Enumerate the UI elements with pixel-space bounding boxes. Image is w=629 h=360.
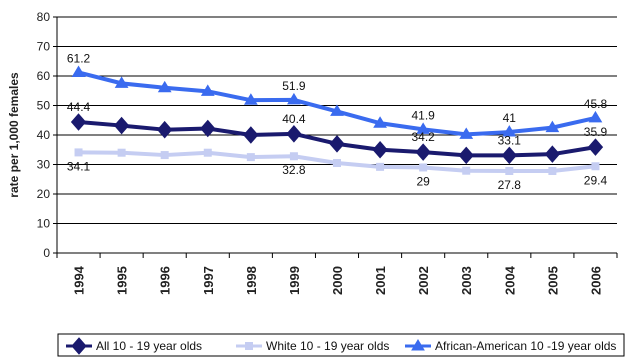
data-point <box>243 93 258 105</box>
series-layer <box>70 65 604 175</box>
data-label: 33.1 <box>498 133 522 147</box>
data-point <box>160 151 169 160</box>
data-label: 45.8 <box>584 97 608 111</box>
legend-label: African-American 10 -19 year olds <box>435 339 616 353</box>
y-tick-label: 60 <box>37 69 51 83</box>
data-point <box>548 166 557 175</box>
data-point <box>376 162 385 171</box>
data-label: 40.4 <box>282 112 306 126</box>
x-tick-label: 1998 <box>244 266 259 295</box>
legend-label: White 10 - 19 year olds <box>266 339 389 353</box>
legend: All 10 - 19 year olds White 10 - 19 year … <box>57 333 625 357</box>
x-tick-label: 1997 <box>201 266 216 295</box>
series-2 <box>71 65 603 139</box>
x-tick-label: 2006 <box>588 266 603 295</box>
data-point <box>544 145 561 163</box>
data-point <box>545 120 560 133</box>
y-tick-label: 80 <box>37 10 51 24</box>
x-tick-label: 2005 <box>545 266 560 295</box>
data-point <box>71 65 86 77</box>
data-point <box>113 116 130 135</box>
data-point <box>157 120 173 139</box>
legend-item-1: White 10 - 19 year olds <box>236 339 389 353</box>
data-point <box>505 166 514 175</box>
data-point <box>70 113 87 131</box>
data-point <box>502 125 517 137</box>
data-point <box>373 116 387 128</box>
x-tick-label: 1994 <box>72 265 87 295</box>
data-point <box>372 140 388 159</box>
x-tick-label: 2004 <box>502 265 517 295</box>
data-point <box>591 162 600 171</box>
data-point <box>330 104 344 116</box>
data-label: 41 <box>503 111 517 125</box>
data-point <box>157 80 172 93</box>
y-axis-label: rate per 1,000 females <box>7 72 21 198</box>
data-point <box>462 166 471 175</box>
data-point <box>289 152 298 161</box>
data-label: 44.4 <box>67 100 91 114</box>
legend-marker <box>245 342 253 350</box>
data-point <box>333 159 341 168</box>
x-tick-label: 1996 <box>158 266 173 295</box>
y-tick-label: 0 <box>43 246 50 260</box>
y-tick-label: 70 <box>37 40 51 54</box>
legend-item-0: All 10 - 19 year olds <box>66 337 202 355</box>
data-point <box>419 163 428 172</box>
data-point <box>74 148 83 157</box>
data-point <box>329 135 345 153</box>
x-tick-label: 2002 <box>416 266 431 295</box>
gridlines <box>57 16 617 224</box>
data-point <box>200 84 215 96</box>
x-tick-label: 1995 <box>115 266 130 295</box>
x-tick-label: 2003 <box>459 266 474 295</box>
data-point <box>287 92 301 105</box>
data-point <box>588 110 603 123</box>
data-label: 27.8 <box>498 178 522 192</box>
legend-item-2: African-American 10 -19 year olds <box>405 339 616 353</box>
series-1 <box>74 148 600 175</box>
y-tick-label: 20 <box>37 187 51 201</box>
data-point <box>114 76 129 88</box>
data-label: 34.1 <box>67 159 91 173</box>
data-point <box>117 148 126 157</box>
data-label: 34.2 <box>411 130 435 144</box>
x-tick-label: 1999 <box>287 266 302 295</box>
data-label: 41.9 <box>411 108 435 122</box>
data-label: 29 <box>416 174 430 188</box>
legend-box <box>57 333 625 357</box>
legend-marker <box>411 339 425 351</box>
data-point <box>416 122 431 134</box>
y-tick-label: 50 <box>37 99 51 113</box>
data-label: 61.2 <box>67 51 91 65</box>
data-point <box>286 125 302 143</box>
data-label: 32.8 <box>282 163 306 177</box>
data-point <box>200 119 216 138</box>
y-tick-label: 30 <box>37 158 51 172</box>
data-point <box>415 143 431 161</box>
data-point <box>587 138 604 156</box>
data-point <box>501 146 517 165</box>
axes: 0 10 20 30 40 50 60 70 80 1994 1995 1996 1997 1998 199… <box>37 10 618 295</box>
data-label: 29.4 <box>584 173 608 187</box>
y-tick-label: 40 <box>37 128 51 142</box>
data-point <box>243 126 259 144</box>
x-tick-label: 2001 <box>373 266 388 295</box>
data-point <box>246 153 255 162</box>
legend-marker <box>71 337 87 355</box>
data-point <box>203 148 212 157</box>
series-line <box>78 70 596 137</box>
y-tick-label: 10 <box>37 217 51 231</box>
data-label: 51.9 <box>282 79 306 93</box>
legend-label: All 10 - 19 year olds <box>96 339 202 353</box>
data-label: 35.9 <box>584 125 608 139</box>
x-tick-label: 2000 <box>330 266 345 295</box>
data-labels: 44.4 40.4 34.2 33.1 35.9 34.1 32.8 29 27.8 29.4 61… <box>67 51 608 192</box>
data-point <box>459 127 474 139</box>
data-point <box>458 146 474 165</box>
series-0 <box>70 113 604 165</box>
